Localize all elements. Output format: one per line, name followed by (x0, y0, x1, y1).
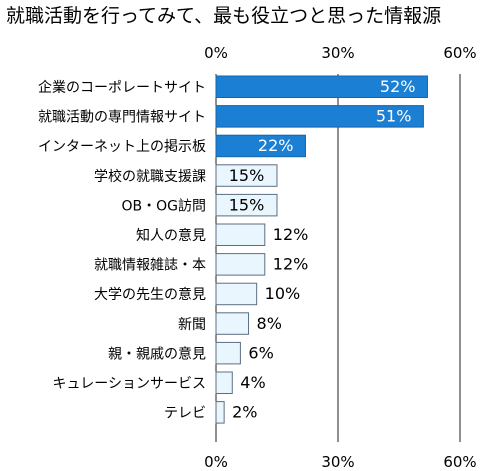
value-label-11: 2% (232, 403, 257, 422)
category-label-9: 親・親戚の意見 (108, 345, 206, 362)
bar-10 (215, 371, 233, 394)
value-label-8: 8% (257, 314, 282, 333)
value-label-3: 15% (229, 166, 265, 185)
category-label-5: 知人の意見 (136, 227, 206, 244)
value-label-1: 51% (376, 107, 412, 126)
bar-3 (215, 164, 278, 187)
bar-2 (215, 134, 306, 158)
x-tick-label-bottom-30: 30% (321, 453, 354, 471)
x-tick-label-bottom-60: 60% (443, 453, 476, 471)
x-tick-label-top-60: 60% (443, 44, 476, 62)
value-label-9: 6% (248, 343, 273, 362)
bar-11 (215, 401, 225, 424)
category-label-7: 大学の先生の意見 (94, 286, 206, 303)
x-tick-label-top-0: 0% (204, 44, 228, 62)
category-label-4: OB・OG訪問 (122, 198, 207, 214)
value-label-0: 52% (380, 77, 416, 96)
category-label-1: 就職活動の専門情報サイト (38, 110, 206, 126)
category-label-2: インターネット上の掲示板 (38, 139, 206, 155)
value-label-6: 12% (273, 255, 309, 274)
category-label-6: 就職情報雑誌・本 (94, 258, 206, 274)
x-tick-label-bottom-0: 0% (204, 453, 228, 471)
bar-6 (215, 253, 266, 276)
bar-5 (215, 223, 266, 246)
category-label-8: 新聞 (178, 317, 206, 333)
value-label-10: 4% (240, 373, 265, 392)
bar-1 (215, 105, 424, 128)
bar-9 (215, 341, 241, 365)
category-label-10: キュレーションサービス (53, 376, 206, 392)
bar-7 (215, 282, 258, 306)
category-label-11: テレビ (164, 406, 206, 422)
bar-4 (215, 193, 278, 217)
category-label-0: 企業のコーポレートサイト (38, 79, 206, 96)
value-label-4: 15% (229, 195, 265, 214)
bar-8 (215, 312, 250, 335)
bar-0 (215, 75, 428, 98)
value-label-2: 22% (258, 136, 294, 155)
chart-title: 就職活動を行ってみて、最も役立つと思った情報源 (6, 5, 442, 27)
category-label-3: 学校の就職支援課 (94, 168, 206, 185)
x-tick-label-top-30: 30% (321, 44, 354, 62)
value-label-7: 10% (265, 284, 301, 303)
value-label-5: 12% (273, 225, 309, 244)
